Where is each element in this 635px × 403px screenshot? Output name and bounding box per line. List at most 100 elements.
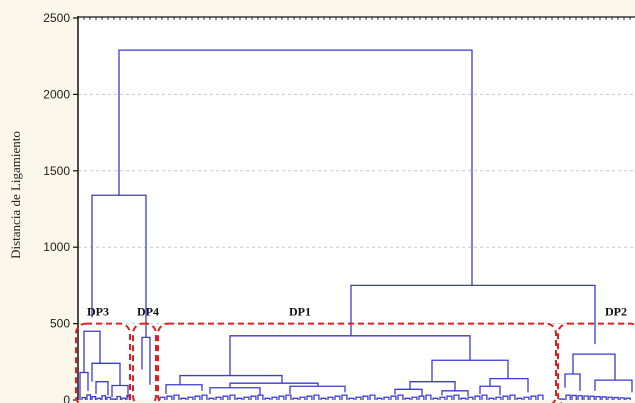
dendrogram-link (479, 385, 501, 396)
dendrogram-link (425, 394, 432, 400)
dendrogram-link (394, 388, 423, 396)
dendrogram-link (166, 395, 173, 400)
dendrogram-link (116, 395, 122, 400)
dendrogram-link (96, 397, 102, 400)
dendrogram-link (320, 397, 327, 400)
dendrogram-link (285, 394, 292, 400)
dendrogram-link (446, 395, 453, 400)
dendrogram-link (334, 395, 341, 400)
plot-background (78, 16, 635, 400)
cluster-label-dp1: DP1 (289, 305, 311, 319)
dendrogram-link (81, 396, 87, 400)
dendrogram-link (264, 397, 271, 400)
dendrogram-link (165, 384, 203, 394)
dendrogram-link (516, 397, 523, 400)
y-tick-label-0: 0 (63, 393, 70, 403)
dendrogram-link (565, 394, 571, 400)
dendrogram-link (453, 394, 460, 400)
dendrogram-link (79, 371, 89, 400)
dendrogram-link (441, 390, 469, 397)
dendrogram-link (607, 396, 613, 400)
dendrogram-link (523, 396, 530, 400)
dendrogram-link (187, 396, 194, 400)
dendrogram-link (194, 395, 201, 400)
dendrogram-link (91, 362, 121, 386)
dendrogram-link (250, 395, 257, 400)
dendrogram-link (299, 396, 306, 400)
dendrogram-link (271, 396, 278, 400)
dendrogram-link (571, 394, 577, 400)
dendrogram-link (236, 397, 243, 400)
dendrogram-link (306, 395, 313, 400)
dendrogram-link (589, 395, 595, 400)
dendrogram-link (121, 397, 127, 400)
dendrogram-link (278, 395, 285, 400)
dendrogram-link (101, 395, 107, 400)
dendrogram-link (390, 395, 397, 400)
dendrogram-link (111, 398, 117, 400)
dendrogram-link (86, 394, 92, 400)
dendrogram-link (348, 397, 355, 400)
y-tick-label-1500: 1500 (43, 164, 70, 178)
cluster-labels: DP3 DP4 DP1 DP2 (87, 305, 627, 319)
dendrogram-tree (79, 49, 633, 400)
dendrogram-link (209, 387, 261, 396)
dendrogram-link (594, 379, 633, 393)
cluster-box-dp1 (157, 322, 557, 403)
dendrogram-link (559, 398, 565, 400)
dendrogram-link (376, 397, 383, 400)
dendrogram-link (201, 394, 208, 400)
dendrogram-link (173, 394, 180, 400)
dendrogram-link (91, 395, 97, 400)
dendrogram-link (355, 396, 362, 400)
dendrogram-link (601, 396, 607, 400)
dendrogram-link (229, 382, 319, 388)
dendrogram-link (159, 396, 166, 400)
cluster-label-dp3: DP3 (87, 305, 109, 319)
dendrogram-link (397, 394, 404, 400)
dendrogram-link (439, 396, 446, 400)
dendrogram-link (411, 396, 418, 400)
dendrogram-link (350, 284, 596, 345)
dendrogram-link (383, 396, 390, 400)
dendrogram-link (502, 395, 509, 400)
dendrogram-link (474, 395, 481, 400)
dendrogram-link (83, 330, 101, 373)
dendrogram-link (488, 397, 495, 400)
dendrogram-link (509, 394, 516, 400)
dendrogram-link (595, 395, 601, 400)
y-axis: 0 500 1000 1500 2000 2500 (43, 11, 635, 403)
dendrogram-link (418, 395, 425, 400)
dendrogram-link (432, 397, 439, 400)
y-tick-label-2500: 2500 (43, 11, 70, 25)
dendrogram-link (537, 394, 544, 400)
dendrogram-link (215, 396, 222, 400)
dendrogram-link (111, 384, 129, 398)
dendrogram-link (289, 385, 346, 394)
dendrogram-link (243, 396, 250, 400)
y-tick-label-500: 500 (50, 317, 70, 331)
dendrogram-link (404, 397, 411, 400)
cluster-box-dp2 (557, 322, 635, 403)
dendrogram-link (292, 397, 299, 400)
dendrogram-link (467, 396, 474, 400)
dendrogram-link (95, 381, 109, 396)
dendrogram-link (572, 353, 616, 381)
dendrogram-link (141, 336, 151, 385)
dendrogram-link (208, 397, 215, 400)
dendrogram-link (489, 377, 529, 393)
dendrogram-link (625, 397, 631, 400)
dendrogram-link (369, 394, 376, 400)
dendrogram-link (362, 395, 369, 400)
cluster-label-dp2: DP2 (605, 305, 627, 319)
dendrogram-link (583, 395, 589, 400)
dendrogram-link (431, 359, 509, 382)
cluster-boxes (75, 322, 635, 403)
dendrogram-link (327, 396, 334, 400)
dendrogram-link (460, 397, 467, 400)
y-axis-label: Distancia de Ligamiento (8, 131, 23, 259)
dendrogram-link (118, 49, 473, 286)
dendrogram-link (577, 395, 583, 400)
cluster-label-dp4: DP4 (137, 305, 159, 319)
